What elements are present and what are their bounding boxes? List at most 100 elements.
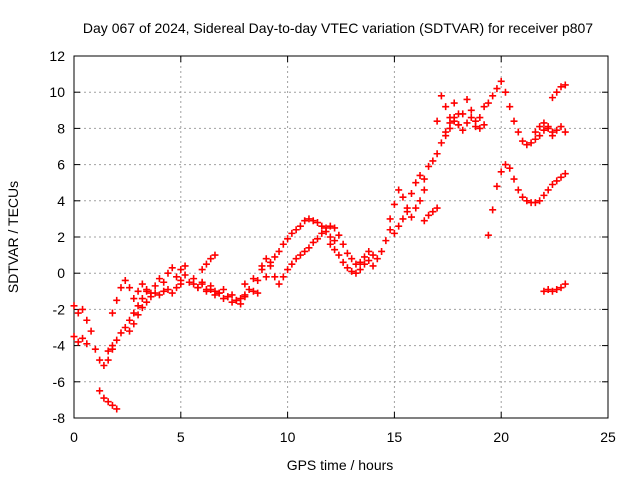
data-point	[501, 88, 509, 96]
y-axis-label: SDTVAR / TECUs	[5, 181, 21, 293]
data-point	[126, 327, 134, 335]
data-point	[523, 141, 531, 149]
data-point	[254, 289, 262, 297]
data-point	[83, 316, 91, 324]
data-point	[352, 269, 360, 277]
data-point	[519, 137, 527, 145]
data-point	[126, 316, 134, 324]
data-point	[117, 284, 125, 292]
series-21	[540, 280, 569, 295]
x-tick-label: 25	[600, 429, 616, 445]
data-point	[476, 124, 484, 132]
data-point	[540, 126, 548, 134]
data-point	[331, 246, 339, 254]
data-point	[510, 117, 518, 125]
data-point	[198, 266, 206, 274]
data-point	[130, 320, 138, 328]
data-point	[497, 168, 505, 176]
data-point	[258, 266, 266, 274]
data-point	[134, 311, 142, 319]
data-point	[536, 123, 544, 131]
data-point	[561, 128, 569, 136]
data-point	[335, 251, 343, 259]
data-point	[527, 139, 535, 147]
data-point	[360, 260, 368, 268]
data-point	[548, 94, 556, 102]
series-10	[249, 255, 287, 295]
y-tick-label: 4	[57, 193, 65, 209]
data-point	[314, 219, 322, 227]
data-point	[433, 204, 441, 212]
data-point	[356, 258, 364, 266]
data-point	[335, 231, 343, 239]
data-point	[100, 362, 108, 370]
data-point	[292, 226, 300, 234]
data-point	[331, 237, 339, 245]
data-point	[407, 213, 415, 221]
data-point	[318, 229, 326, 237]
data-point	[420, 175, 428, 183]
x-axis: 0 5 10 15 20 25	[70, 56, 616, 445]
data-point	[292, 255, 300, 263]
data-point	[352, 260, 360, 268]
data-point	[198, 278, 206, 286]
data-point	[104, 398, 112, 406]
series-0	[70, 302, 116, 370]
data-point	[271, 253, 279, 261]
data-point	[331, 224, 339, 232]
data-point	[202, 260, 210, 268]
data-point	[548, 287, 556, 295]
data-point	[74, 338, 82, 346]
x-tick-label: 0	[70, 429, 78, 445]
data-point	[96, 387, 104, 395]
data-point	[181, 262, 189, 270]
grid	[74, 56, 608, 418]
data-point	[104, 347, 112, 355]
data-point	[83, 340, 91, 348]
data-point	[245, 285, 253, 293]
data-points	[70, 77, 569, 413]
data-point	[484, 231, 492, 239]
data-point	[190, 280, 198, 288]
data-point	[343, 249, 351, 257]
data-point	[360, 253, 368, 261]
data-point	[412, 179, 420, 187]
data-point	[373, 255, 381, 263]
data-point	[279, 240, 287, 248]
data-point	[104, 356, 112, 364]
data-point	[314, 235, 322, 243]
data-point	[232, 296, 240, 304]
data-point	[429, 157, 437, 165]
data-point	[326, 233, 334, 241]
data-point	[489, 206, 497, 214]
data-point	[79, 334, 87, 342]
x-tick-label: 15	[387, 429, 403, 445]
data-point	[386, 215, 394, 223]
data-point	[326, 222, 334, 230]
y-tick-label: -8	[53, 410, 66, 426]
data-point	[420, 186, 428, 194]
series-12	[326, 240, 377, 277]
series-8	[198, 251, 219, 274]
series-19	[484, 161, 569, 239]
data-point	[429, 208, 437, 216]
data-point	[425, 211, 433, 219]
x-tick-label: 10	[280, 429, 296, 445]
data-point	[113, 405, 121, 413]
data-point	[378, 247, 386, 255]
data-point	[108, 309, 116, 317]
data-point	[442, 132, 450, 140]
data-point	[130, 309, 138, 317]
data-point	[531, 135, 539, 143]
data-point	[267, 262, 275, 270]
data-point	[318, 222, 326, 230]
y-axis: -8 -6 -4 -2 0 2 4 6 8 10 12	[49, 48, 608, 426]
data-point	[553, 177, 561, 185]
data-point	[489, 92, 497, 100]
data-point	[561, 81, 569, 89]
x-axis-label: GPS time / hours	[287, 457, 394, 473]
series-1	[70, 333, 91, 348]
series-5	[126, 280, 185, 335]
data-point	[130, 295, 138, 303]
data-point	[459, 110, 467, 118]
